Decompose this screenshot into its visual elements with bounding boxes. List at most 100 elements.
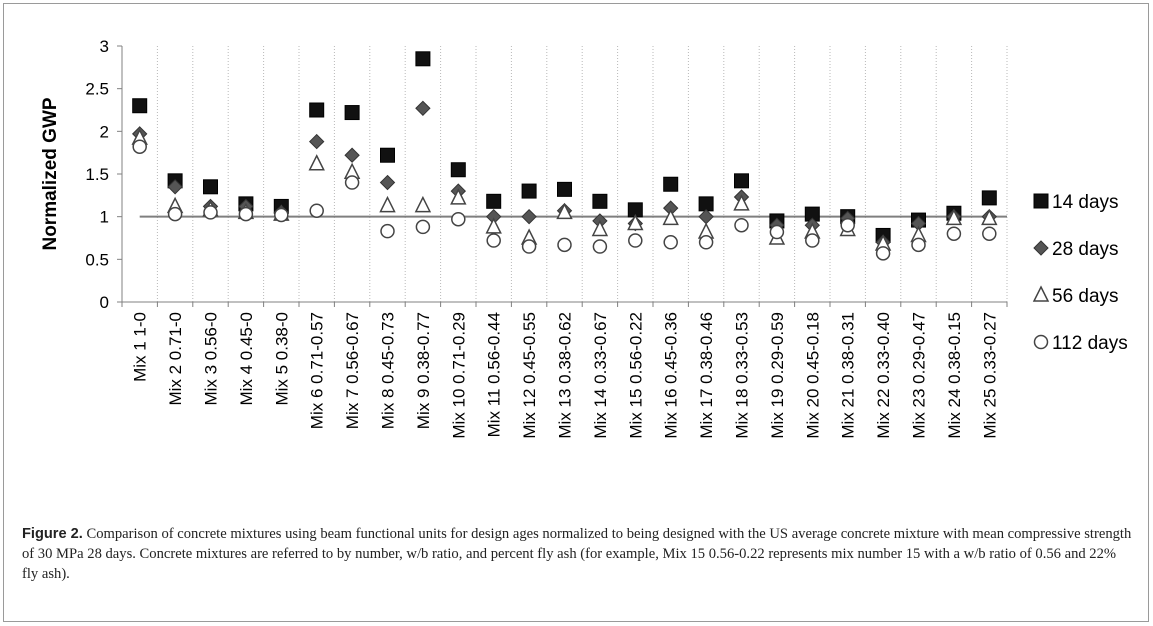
- x-tick-label: Mix 15 0.56-0.22: [626, 312, 645, 439]
- legend-item: 28 days: [1033, 239, 1119, 260]
- x-tick-label: Mix 10 0.71-0.29: [449, 312, 468, 439]
- y-tick-label: 2: [100, 122, 109, 141]
- x-tick-label: Mix 5 0.38-0: [272, 312, 291, 406]
- data-point: [521, 208, 537, 225]
- data-point: [415, 51, 431, 67]
- legend-label: 28 days: [1052, 239, 1119, 260]
- y-tick-label: 1.5: [85, 165, 109, 184]
- legend-item: 56 days: [1032, 285, 1119, 307]
- data-point: [981, 208, 998, 226]
- legend-marker-triangle-icon: [1032, 285, 1050, 302]
- data-point: [840, 217, 855, 233]
- data-point: [734, 173, 749, 189]
- data-point: [486, 233, 501, 248]
- data-point: [344, 175, 360, 190]
- data-point: [557, 181, 572, 197]
- legend-marker-diamond-icon: [1033, 240, 1049, 256]
- figure-caption-text: Comparison of concrete mixtures using be…: [22, 526, 1132, 582]
- x-tick-label: Mix 21 0.38-0.31: [839, 312, 858, 439]
- data-point: [274, 207, 289, 223]
- legend-label: 112 days: [1052, 333, 1128, 354]
- data-point: [203, 179, 218, 195]
- y-tick-label: 0.5: [85, 250, 109, 269]
- data-point: [663, 235, 678, 250]
- x-tick-label: Mix 8 0.45-0.73: [379, 312, 398, 429]
- data-point: [238, 206, 254, 222]
- x-tick-label: Mix 14 0.33-0.67: [591, 312, 610, 439]
- legend-label: 56 days: [1052, 286, 1119, 307]
- x-tick-label: Mix 25 0.33-0.27: [980, 312, 999, 439]
- data-point: [167, 179, 183, 195]
- y-tick-label: 2.5: [85, 80, 109, 99]
- data-point: [379, 174, 396, 191]
- axes-layer: 0 0.5 1 1.5 2 2.5 3 Mix 1 1-0 Mix 2 0.71-0 Mix 3 …: [85, 37, 1008, 439]
- data-point: [450, 162, 466, 178]
- x-tick-label: Mix 3 0.56-0: [202, 312, 221, 406]
- data-point: [344, 105, 360, 121]
- x-tick-label: Mix 19 0.29-0.59: [768, 312, 787, 439]
- series-28-days: [131, 100, 998, 250]
- data-point: [380, 223, 395, 239]
- data-point: [982, 226, 997, 241]
- x-tick-label: Mix 24 0.38-0.15: [945, 312, 964, 439]
- data-point: [556, 202, 573, 220]
- data-point: [769, 224, 785, 240]
- data-point: [591, 219, 609, 237]
- data-point: [415, 100, 431, 117]
- x-tick-label: Mix 2 0.71-0: [166, 312, 185, 406]
- legend-item: 14 days: [1033, 192, 1119, 213]
- figure-frame: 0 0.5 1 1.5 2 2.5 3 Mix 1 1-0 Mix 2 0.71-0 Mix 3 …: [3, 3, 1149, 622]
- gwp-chart: 0 0.5 1 1.5 2 2.5 3 Mix 1 1-0 Mix 2 0.71-0 Mix 3 …: [40, 37, 1128, 439]
- legend: 14 days 28 days 56 days 112 days: [1032, 192, 1128, 354]
- data-point: [911, 237, 926, 253]
- data-point: [875, 246, 891, 261]
- y-tick-label: 3: [100, 37, 109, 56]
- x-tick-label: Mix 4 0.45-0: [237, 312, 256, 406]
- data-point: [557, 237, 572, 253]
- data-point: [663, 176, 679, 192]
- data-point: [698, 208, 714, 225]
- x-tick-label: Mix 12 0.45-0.55: [520, 312, 539, 439]
- figure-caption: Figure 2. Comparison of concrete mixture…: [22, 524, 1132, 584]
- x-tick-label: Mix 16 0.45-0.36: [662, 312, 681, 439]
- data-point: [167, 206, 183, 222]
- data-point: [628, 233, 643, 248]
- data-point: [945, 208, 963, 226]
- data-point: [734, 217, 749, 233]
- data-point: [521, 239, 537, 254]
- x-tick-label: Mix 23 0.29-0.47: [910, 312, 929, 439]
- x-tick-label: Mix 1 1-0: [131, 312, 150, 382]
- data-point: [805, 233, 820, 248]
- legend-item: 112 days: [1033, 333, 1128, 354]
- data-point: [662, 208, 679, 226]
- data-point: [380, 147, 395, 163]
- legend-marker-circle-icon: [1033, 334, 1049, 350]
- y-tick-label: 0: [100, 293, 109, 312]
- x-tick-label: Mix 22 0.33-0.40: [874, 312, 893, 439]
- series-112-days: [132, 139, 997, 261]
- data-point: [521, 183, 537, 199]
- x-tick-label: Mix 20 0.45-0.18: [803, 312, 822, 439]
- data-point: [486, 193, 502, 209]
- data-point: [415, 219, 431, 235]
- data-point: [203, 205, 218, 220]
- data-point: [733, 194, 750, 211]
- data-point: [946, 226, 962, 241]
- data-point: [414, 195, 432, 213]
- data-point: [308, 154, 325, 171]
- data-point: [450, 188, 467, 205]
- x-tick-label: Mix 9 0.38-0.77: [414, 312, 433, 429]
- y-axis-label: Normalized GWP: [40, 97, 61, 250]
- data-marks: [131, 51, 998, 261]
- data-point: [485, 217, 502, 234]
- data-point: [592, 239, 608, 254]
- data-point: [309, 203, 324, 218]
- legend-label: 14 days: [1052, 192, 1119, 213]
- data-point: [451, 211, 466, 227]
- data-point: [981, 190, 997, 206]
- x-tick-label: Mix 11 0.56-0.44: [485, 312, 504, 437]
- x-tick-label: Mix 6 0.71-0.57: [308, 312, 327, 429]
- data-point: [627, 213, 644, 231]
- x-tick-label: Mix 17 0.38-0.46: [697, 312, 716, 439]
- data-point: [309, 102, 325, 118]
